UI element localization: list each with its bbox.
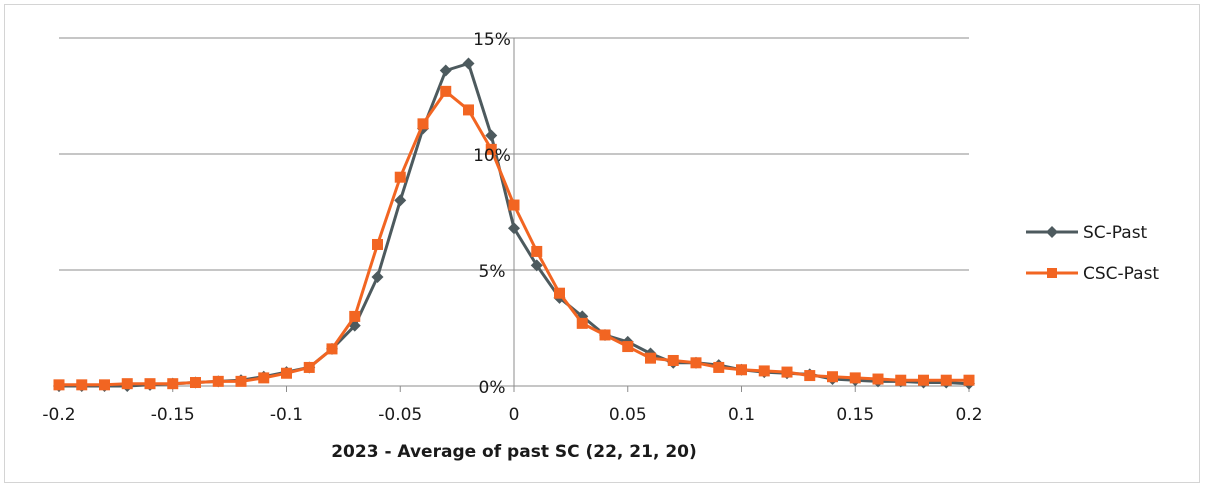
y-tick-label-1: 5% — [479, 262, 506, 282]
point-csc-past-20 — [508, 199, 520, 211]
x-tick-label-5: 0.05 — [609, 405, 647, 425]
point-csc-past-8 — [235, 375, 247, 387]
point-csc-past-11 — [303, 361, 315, 373]
chart-frame — [4, 4, 1200, 483]
legend-label-csc-past: CSC-Past — [1083, 264, 1159, 284]
point-csc-past-21 — [531, 245, 543, 257]
point-csc-past-30 — [736, 364, 747, 376]
point-csc-past-39 — [940, 374, 952, 386]
point-csc-past-1 — [76, 379, 88, 391]
point-csc-past-17 — [440, 85, 452, 97]
point-csc-past-19 — [485, 143, 497, 155]
legend-item-sc-past[interactable]: SC-Past — [1026, 223, 1148, 243]
point-sc-past-20 — [508, 222, 520, 235]
point-csc-past-4 — [144, 378, 156, 390]
point-csc-past-5 — [167, 378, 179, 390]
legend-marker-csc-past — [1047, 268, 1057, 278]
x-tick-label-8: 0.2 — [955, 405, 982, 425]
point-csc-past-35 — [849, 372, 861, 384]
point-csc-past-32 — [781, 366, 793, 378]
x-tick-label-7: 0.15 — [836, 405, 874, 425]
legend-item-csc-past[interactable]: CSC-Past — [1026, 264, 1159, 284]
point-csc-past-33 — [804, 370, 816, 382]
x-tick-label-6: 0.1 — [728, 405, 755, 425]
series-csc-past — [53, 85, 975, 391]
y-tick-label-3: 15% — [473, 30, 511, 50]
point-csc-past-7 — [212, 375, 224, 387]
x-axis-title: 2023 - Average of past SC (22, 21, 20) — [331, 442, 697, 462]
point-sc-past-15 — [394, 194, 407, 207]
point-csc-past-13 — [349, 310, 361, 322]
point-csc-past-10 — [281, 367, 292, 379]
point-sc-past-14 — [371, 270, 384, 283]
point-csc-past-3 — [121, 378, 133, 390]
y-tick-label-2: 10% — [473, 146, 511, 166]
point-sc-past-19 — [485, 129, 498, 142]
point-csc-past-27 — [667, 354, 679, 366]
x-tick-label-2: -0.1 — [270, 405, 303, 425]
point-csc-past-22 — [554, 287, 565, 299]
legend-label-sc-past: SC-Past — [1083, 223, 1148, 243]
series-layer — [53, 57, 975, 392]
point-csc-past-24 — [599, 329, 611, 341]
x-tick-label-4: 0 — [509, 405, 520, 425]
point-csc-past-38 — [918, 374, 929, 386]
point-csc-past-40 — [963, 374, 975, 386]
point-csc-past-2 — [99, 379, 110, 391]
point-csc-past-26 — [645, 352, 656, 364]
point-csc-past-9 — [258, 372, 270, 384]
point-csc-past-18 — [463, 104, 474, 116]
point-csc-past-16 — [417, 118, 429, 130]
point-sc-past-21 — [530, 259, 543, 272]
point-csc-past-23 — [576, 317, 588, 329]
x-tick-label-1: -0.15 — [151, 405, 195, 425]
legend-marker-sc-past — [1046, 226, 1058, 238]
tick-layer: -0.2 -0.15 -0.1 -0.05 0 0.05 0.1 0.15 0.2 0% 5% 10%… — [42, 30, 982, 425]
point-csc-past-15 — [394, 171, 406, 183]
point-csc-past-34 — [827, 371, 838, 383]
point-csc-past-29 — [713, 361, 725, 373]
point-csc-past-14 — [372, 238, 383, 250]
point-sc-past-17 — [439, 64, 452, 77]
point-csc-past-25 — [622, 341, 634, 353]
point-csc-past-6 — [190, 377, 201, 389]
point-csc-past-12 — [326, 343, 338, 355]
point-sc-past-18 — [462, 57, 475, 70]
point-csc-past-31 — [758, 365, 770, 377]
y-tick-label-0: 0% — [479, 378, 506, 398]
point-csc-past-0 — [53, 379, 65, 391]
point-csc-past-36 — [872, 373, 884, 385]
x-tick-label-0: -0.2 — [42, 405, 75, 425]
legend[interactable]: SC-Past CSC-Past — [1026, 223, 1159, 284]
point-csc-past-28 — [690, 357, 702, 369]
x-tick-label-3: -0.05 — [378, 405, 422, 425]
axis-layer — [58, 38, 970, 392]
point-csc-past-37 — [895, 374, 907, 386]
